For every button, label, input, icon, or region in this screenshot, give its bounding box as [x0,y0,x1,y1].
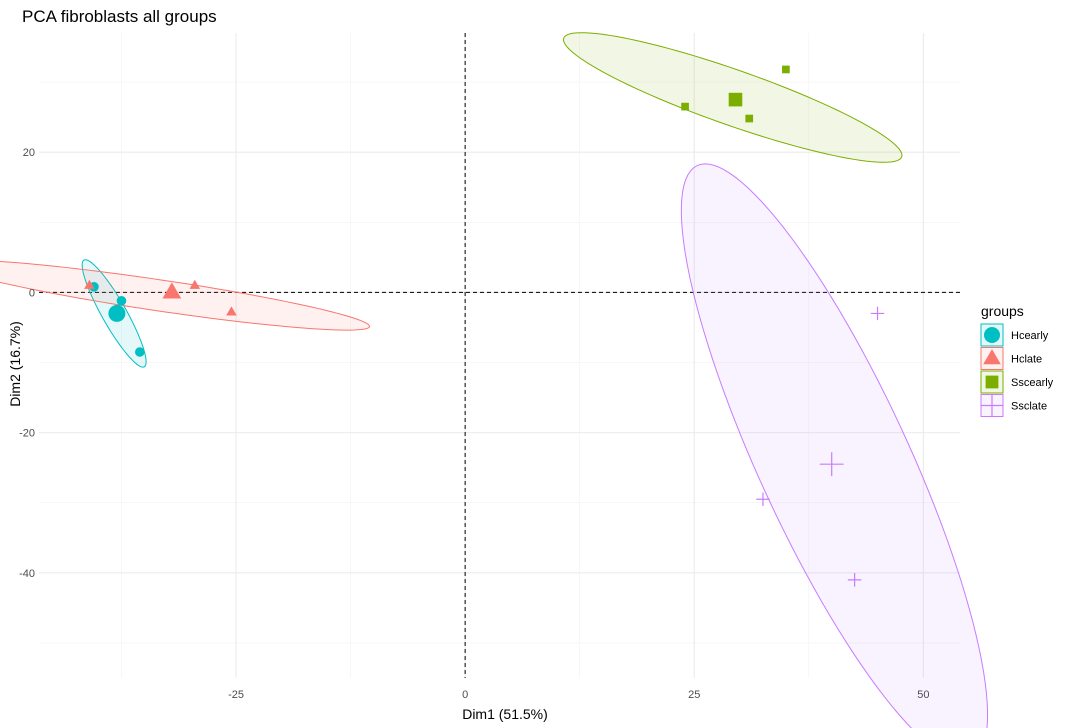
y-axis-ticks: 20 0 -20 -40 [19,147,35,580]
point-hclate [226,306,237,316]
legend-label-sscearly: Sscearly [1011,377,1054,389]
x-tick-label: -25 [228,689,244,701]
legend: groups Hcearly Hclate Sscearly Ssclate [980,303,1054,417]
legend-symbol-hclate [983,349,1001,365]
legend-symbol-ssclate [980,394,1004,417]
point-hcearly [135,347,145,357]
point-hcearly [116,296,127,306]
data-points [84,65,885,587]
point-sscearly [782,65,790,74]
point-sscearly [745,114,754,123]
legend-label-hcearly: Hcearly [1011,330,1049,342]
x-tick-label: 25 [688,689,700,701]
legend-label-ssclate: Ssclate [1011,401,1047,413]
point-ssclate [756,492,770,506]
point-ssclate [847,573,862,587]
ellipse-hclate [0,260,371,331]
legend-label-hclate: Hclate [1011,354,1042,366]
grid-minor [39,33,960,678]
point-hclate [84,279,95,289]
point-hclate [189,279,201,289]
y-tick-label: -20 [19,428,35,440]
centroid-hcearly [108,304,126,322]
point-sscearly [681,102,689,111]
y-tick-label: 0 [29,287,35,299]
x-tick-label: 0 [462,689,468,701]
centroid-hclate [162,282,182,299]
x-axis-label: Dim1 (51.5%) [462,706,548,722]
y-tick-label: 20 [23,147,35,159]
legend-symbol-hcearly [984,327,1000,343]
confidence-ellipses [0,32,989,728]
y-tick-label: -40 [19,568,35,580]
centroid-ssclate [819,452,844,477]
ellipse-ssclate [680,163,989,728]
centroid-sscearly [728,92,743,107]
x-axis-ticks: -25 0 25 50 [228,689,929,701]
y-axis-label: Dim2 (16.7%) [7,321,23,407]
reference-lines [39,33,960,678]
legend-symbol-sscearly [985,375,999,389]
chart-title: PCA fibroblasts all groups [22,7,217,26]
legend-title: groups [981,303,1024,319]
point-ssclate [870,306,885,321]
x-tick-label: 50 [917,689,929,701]
